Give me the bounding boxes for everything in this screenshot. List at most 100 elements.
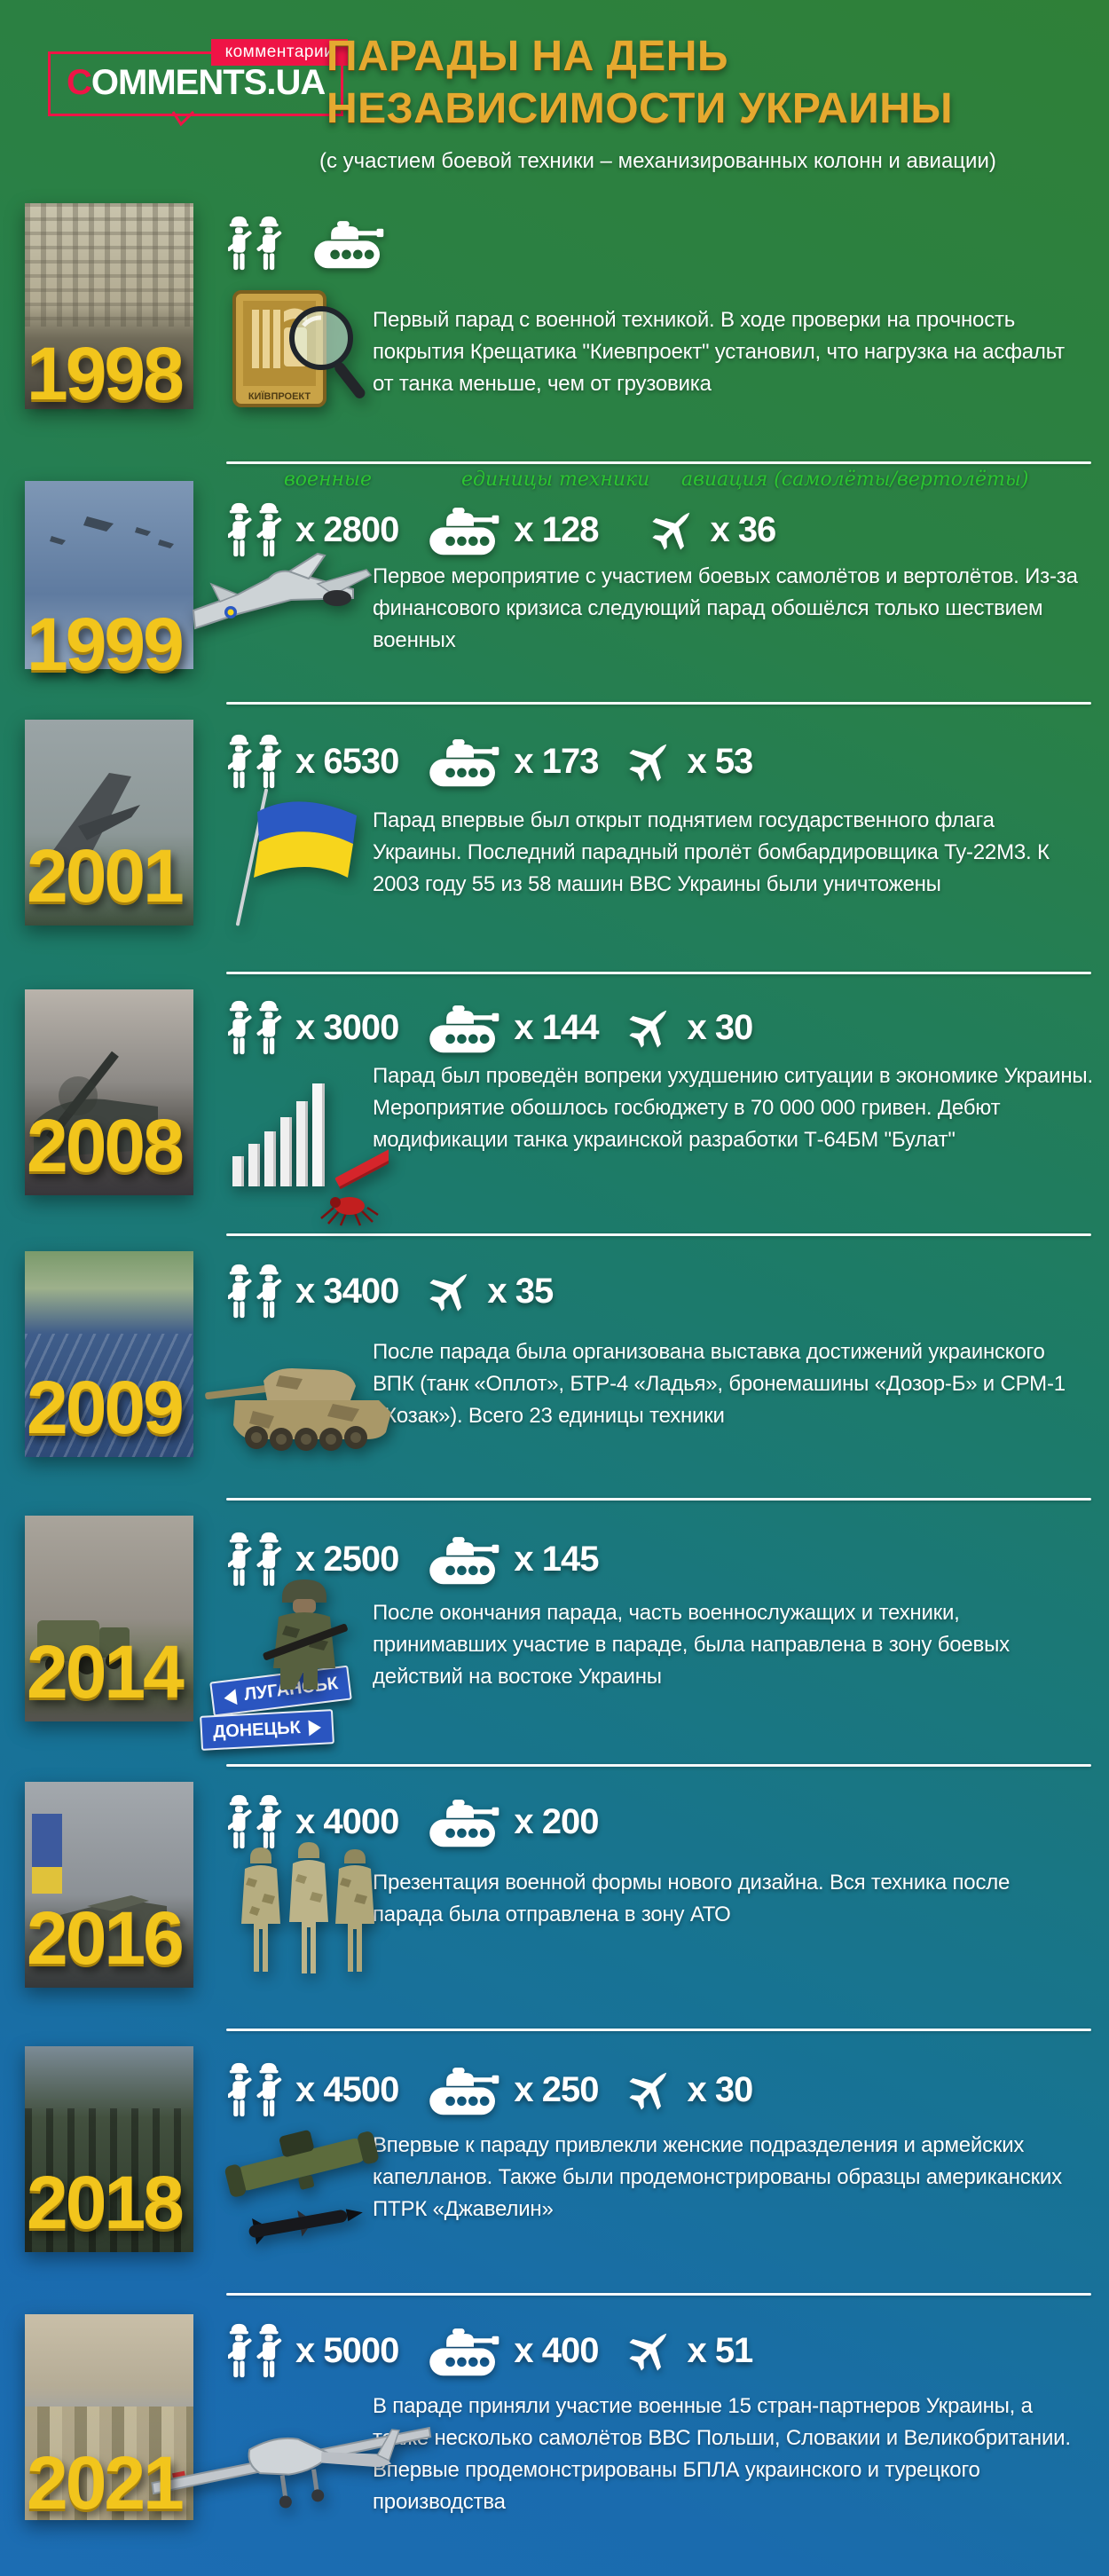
stat-count: x 4500 <box>295 2069 399 2109</box>
soldiers-icon <box>228 730 283 792</box>
kyivproject-emblem-magnifier-icon: КИЇВПРОЕКТ <box>232 290 366 407</box>
photo-2014-military-trucks <box>25 1516 193 1721</box>
stat-count: x 4000 <box>295 1801 399 1841</box>
year-label: 2008 <box>27 1104 185 1187</box>
logo-badge: комментарии <box>210 39 349 66</box>
stat-label-vehicles: единицы техники <box>461 469 650 491</box>
logo-wordmark: COMMENTS.UA <box>67 63 326 103</box>
tank-icon <box>425 1795 501 1848</box>
stat-count: x 128 <box>514 509 599 549</box>
tank-icon <box>425 1001 501 1054</box>
section-divider <box>226 461 1091 464</box>
logo-letter-c: C <box>67 63 92 102</box>
tank-icon <box>425 503 501 556</box>
road-sign-donetsk: ДОНЕЦЬК <box>200 1709 334 1751</box>
photo-2018-women-soldiers <box>25 2046 193 2252</box>
description-text: Презентация военной формы нового дизайна… <box>373 1871 1011 1926</box>
stat-count: x 250 <box>514 2069 599 2109</box>
soldier-figure-icon <box>263 1579 348 1690</box>
description-text: Впервые к параду привлекли женские подра… <box>373 2133 1062 2221</box>
stat-count: x 173 <box>514 741 599 781</box>
stat-count: x 3400 <box>295 1271 399 1311</box>
year-label: 1999 <box>27 603 185 686</box>
year-label: 2001 <box>27 834 185 918</box>
photo-2021-tank-pixel-camo <box>25 2314 193 2520</box>
bomber-jet-icon <box>192 552 373 630</box>
section-divider <box>226 972 1091 974</box>
photo-1999-jets-formation <box>25 481 193 669</box>
bayraktar-drone-icon <box>151 2426 432 2509</box>
stat-count: x 36 <box>710 509 776 549</box>
title-line2: НЕЗАВИСИМОСТИ УКРАИНЫ <box>326 85 953 132</box>
year-label: 2009 <box>27 1366 185 1449</box>
oplot-tank-icon <box>205 1368 391 1451</box>
stat-count: x 35 <box>487 1271 554 1311</box>
plane-icon <box>625 2065 674 2115</box>
ukraine-flag-icon <box>235 788 357 926</box>
photo-2009-marching-troops <box>25 1251 193 1457</box>
arrow-left-icon <box>223 1688 238 1706</box>
tank-icon <box>310 217 386 270</box>
stat-count: x 6530 <box>295 741 399 781</box>
title-line1: ПАРАДЫ НА ДЕНЬ <box>326 33 728 80</box>
description-text: После окончания парада, часть военнослуж… <box>373 1601 1010 1689</box>
trucks-photo-art <box>37 1620 130 1674</box>
section-2008: 2008 x 3000 x 144 x 30 <box>0 972 1109 1233</box>
jet-formation-art <box>50 516 174 548</box>
section-2014: 2014 x 2500 x 145 ЛУГАНСЬК ДОНЕЦЬК После… <box>0 1498 1109 1764</box>
photo-2001-bomber-takeoff <box>25 720 193 926</box>
soldiers-icon <box>228 2320 283 2382</box>
stat-count: x 2500 <box>295 1539 399 1579</box>
description-text: Парад впервые был открыт поднятием госуд… <box>373 808 1050 896</box>
tank-icon <box>425 2063 501 2116</box>
plane-icon <box>625 737 674 786</box>
tank-photo-art <box>34 1051 158 1158</box>
stat-count: x 200 <box>514 1801 599 1841</box>
description-text: Парад был проведён вопреки ухудшению сит… <box>373 1064 1093 1152</box>
description-text: Первый парад с военной техникой. В ходе … <box>373 308 1065 396</box>
tank-icon <box>425 735 501 788</box>
description-text: В параде приняли участие военные 15 стра… <box>373 2394 1071 2514</box>
sign-text: ДОНЕЦЬК <box>212 1718 302 1743</box>
arrow-right-icon <box>308 1719 322 1737</box>
svg-text:КИЇВПРОЕКТ: КИЇВПРОЕКТ <box>248 390 311 402</box>
plane-icon <box>648 505 697 555</box>
stat-count: x 144 <box>514 1007 599 1047</box>
section-2009: 2009 x 3400 x 35 После парада была орган… <box>0 1233 1109 1498</box>
plane-icon <box>625 2326 674 2375</box>
stat-count: x 30 <box>687 2069 753 2109</box>
section-2016: 2016 x 4000 x 200 <box>0 1764 1109 2029</box>
stat-count: x 2800 <box>295 509 399 549</box>
stat-count: x 30 <box>687 1007 753 1047</box>
plane-icon <box>625 1003 674 1052</box>
section-divider <box>226 702 1091 705</box>
soldiers-icon <box>228 212 283 274</box>
section-2018: 2018 x 4500 x 250 x 30 Впервые к параду … <box>0 2029 1109 2293</box>
photo-2008-tank-closeup <box>25 989 193 1195</box>
description-text: Первое мероприятие с участием боевых сам… <box>373 564 1078 652</box>
stat-count: x 51 <box>687 2330 753 2370</box>
year-label: 2018 <box>27 2161 185 2244</box>
stat-count: x 3000 <box>295 1007 399 1047</box>
section-divider <box>226 2029 1091 2031</box>
photo-1998-khreshchatyk <box>25 203 193 409</box>
description-text: После парада была организована выставка … <box>373 1340 1066 1428</box>
logo-rest: OMMENTS.UA <box>90 63 326 102</box>
year-label: 2021 <box>27 2441 185 2525</box>
new-uniforms-icon <box>241 1842 374 1973</box>
stat-label-aviation: авиация (самолёты/вертолёты) <box>681 469 1029 491</box>
section-2021: 2021 x 5000 x 400 x 51 В параде приняли … <box>0 2293 1109 2576</box>
photo-2016-armored-vehicles <box>25 1782 193 1988</box>
page-title: ПАРАДЫ НА ДЕНЬ НЕЗАВИСИМОСТИ УКРАИНЫ <box>326 30 953 135</box>
year-label: 2014 <box>27 1630 185 1713</box>
stat-count: x 53 <box>687 741 753 781</box>
year-label: 1998 <box>27 332 185 415</box>
stat-count: x 5000 <box>295 2330 399 2370</box>
stat-count: x 145 <box>514 1539 599 1579</box>
section-2001: 2001 x 6530 x 173 x 53 Парад впервые был… <box>0 702 1109 972</box>
tank-icon <box>425 2324 501 2377</box>
section-divider <box>226 1764 1091 1767</box>
plane-icon <box>425 1266 475 1316</box>
section-1998: 1998 КИЇВПРОЕКТ Первый парад с военной т… <box>0 200 1109 461</box>
